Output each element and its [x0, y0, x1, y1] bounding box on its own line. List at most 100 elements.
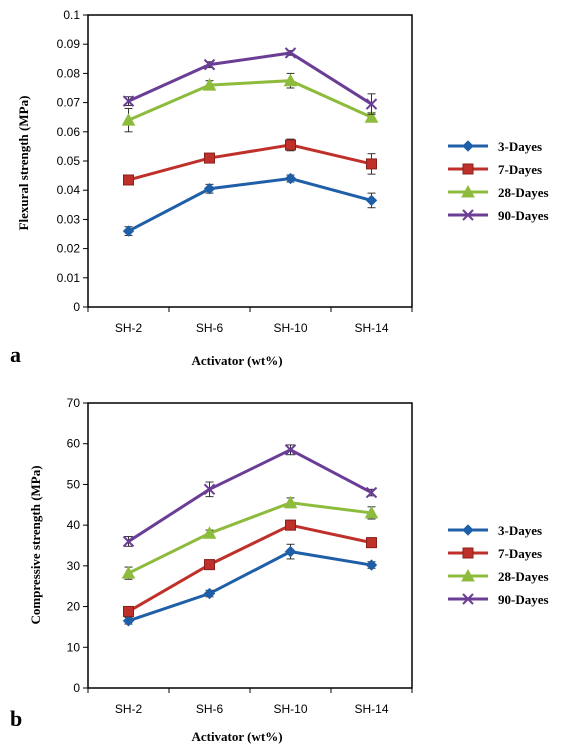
legend-entry: 28-Dayes	[448, 184, 549, 200]
series-3-dayes	[122, 172, 378, 237]
x-marker-stroke	[122, 535, 135, 548]
y-tick-label: 30	[67, 559, 81, 573]
series-line	[127, 523, 372, 613]
x-marker-stroke	[203, 58, 216, 71]
triangle-marker	[461, 184, 475, 198]
y-tick-label: 40	[67, 518, 81, 532]
y-tick-label: 0.03	[57, 212, 81, 226]
square-marker	[204, 152, 215, 164]
diamond-marker	[365, 194, 378, 207]
y-tick-label: 70	[67, 396, 81, 410]
x-marker	[203, 58, 216, 71]
y-tick-label: 0.04	[57, 183, 81, 197]
square-marker	[285, 139, 296, 151]
y-tick-label: 10	[67, 640, 81, 654]
triangle-marker	[364, 110, 379, 123]
triangle-marker	[283, 495, 298, 509]
x-marker-stroke	[462, 209, 474, 221]
series-line	[127, 448, 373, 543]
square-marker	[462, 163, 474, 175]
y-tick-label: 0.06	[57, 125, 81, 139]
chart-panel-a: a Activator (wt%) Flexural strength (MPa…	[10, 8, 549, 368]
series-line	[128, 550, 372, 623]
x-marker-stroke	[203, 483, 216, 496]
square-marker	[123, 174, 134, 186]
series-line	[128, 143, 372, 182]
series-7-dayes	[123, 519, 377, 617]
chart-panel-b: b Activator (wt%) Compressive strength (…	[10, 396, 549, 744]
square-marker	[366, 537, 377, 549]
triangle-marker	[121, 566, 136, 579]
legend-label: 7-Dayes	[498, 546, 542, 561]
legend-entry: 7-Dayes	[448, 546, 542, 561]
series-line	[127, 501, 372, 575]
x-marker-stroke	[122, 95, 135, 107]
x-marker-stroke	[365, 98, 378, 110]
square-marker	[285, 519, 296, 531]
x-marker	[284, 444, 297, 456]
triangle-marker	[283, 73, 298, 87]
legend-label: 3-Dayes	[498, 523, 542, 538]
x-marker-stroke	[284, 444, 297, 456]
y-tick-label: 0.09	[57, 37, 81, 51]
x-marker	[462, 593, 474, 605]
triangle-marker	[364, 505, 379, 519]
legend-label: 90-Dayes	[498, 208, 549, 223]
legend-entry: 3-Dayes	[448, 139, 542, 154]
y-axis-title: Compressive strength (MPa)	[28, 465, 43, 624]
square-marker	[123, 605, 134, 617]
x-tick-label: SH-2	[115, 702, 143, 716]
y-tick-label: 0.08	[57, 66, 81, 80]
panel-letter: a	[10, 342, 21, 367]
diamond-marker	[284, 545, 297, 558]
x-marker	[365, 98, 378, 110]
diamond-marker	[203, 587, 216, 600]
triangle-marker	[121, 113, 136, 126]
diamond-marker	[365, 559, 378, 571]
legend-entry: 3-Dayes	[448, 523, 542, 538]
y-axis-title: Flexural strength (MPa)	[16, 96, 31, 231]
y-tick-label: 0.05	[57, 154, 81, 168]
x-tick-label: SH-10	[273, 702, 307, 716]
panel-letter: b	[10, 706, 22, 731]
legend-entry: 28-Dayes	[448, 568, 549, 584]
x-marker	[203, 483, 216, 496]
x-tick-label: SH-14	[354, 702, 388, 716]
square-marker	[366, 158, 377, 170]
legend-entry: 90-Dayes	[448, 208, 549, 223]
y-tick-label: 50	[67, 477, 81, 491]
diamond-marker	[122, 615, 135, 627]
series-line	[127, 79, 373, 122]
x-marker-stroke	[365, 486, 378, 499]
legend-label: 7-Dayes	[498, 162, 542, 177]
legend-label: 90-Dayes	[498, 592, 549, 607]
series-7-dayes	[123, 138, 377, 186]
y-tick-label: 60	[67, 437, 81, 451]
x-axis-title: Activator (wt%)	[191, 729, 282, 744]
y-tick-label: 0.1	[63, 8, 80, 22]
square-marker	[204, 559, 215, 571]
legend-label: 3-Dayes	[498, 139, 542, 154]
triangle-marker	[202, 526, 217, 539]
legend-entry: 7-Dayes	[448, 162, 542, 177]
x-tick-label: SH-10	[273, 321, 307, 335]
x-tick-label: SH-6	[196, 702, 224, 716]
series-28-dayes	[121, 495, 379, 580]
triangle-marker	[202, 78, 217, 91]
diamond-marker	[284, 172, 297, 185]
x-marker	[122, 535, 135, 548]
x-tick-label: SH-2	[115, 321, 143, 335]
x-marker	[365, 486, 378, 499]
y-tick-label: 0.02	[57, 242, 81, 256]
series-90-dayes	[122, 47, 378, 115]
series-line	[127, 176, 372, 233]
series-3-dayes	[122, 543, 378, 627]
series-90-dayes	[122, 444, 378, 548]
legend-entry: 90-Dayes	[448, 592, 549, 607]
diamond-marker	[462, 524, 474, 536]
series-28-dayes	[121, 72, 379, 133]
y-tick-label: 20	[67, 600, 81, 614]
y-tick-label: 0	[73, 681, 80, 695]
x-marker-stroke	[284, 47, 297, 59]
